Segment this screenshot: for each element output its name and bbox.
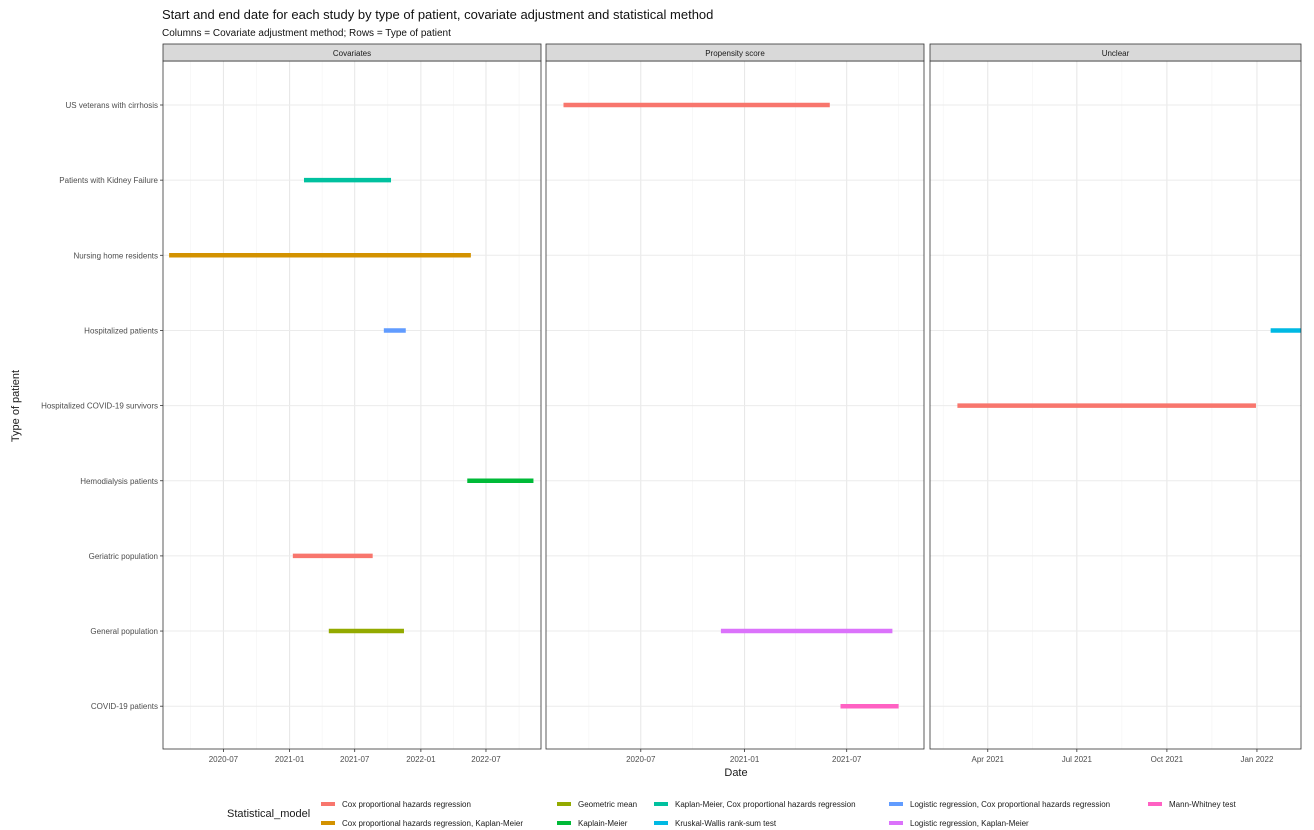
facet-strip-label: Propensity score (705, 49, 765, 58)
legend-item-logistic-regression-cox-proportional-hazards-regression: Logistic regression, Cox proportional ha… (889, 800, 1110, 809)
legend-item-geometric-mean: Geometric mean (557, 800, 637, 809)
x-tick-label: Jan 2022 (1240, 755, 1273, 764)
chart-title: Start and end date for each study by typ… (162, 7, 713, 22)
y-tick-label: Hospitalized COVID-19 survivors (41, 402, 158, 411)
x-tick-label: 2021-07 (340, 755, 370, 764)
legend-item-mann-whitney-test: Mann-Whitney test (1148, 800, 1236, 809)
facet-strip (545, 43, 925, 62)
facets-layer: 2020-07 2021-01 2021-07 2022-01 2022-07 Covar… (162, 43, 1302, 764)
panel-background (546, 61, 924, 749)
facet-panel-propensity-score: 2020-07 2021-01 2021-07 Propensity score (545, 43, 925, 764)
x-tick-label: Apr 2021 (972, 755, 1005, 764)
x-tick-label: 2022-07 (471, 755, 501, 764)
facet-strip (929, 43, 1302, 62)
x-tick-label: 2022-01 (406, 755, 436, 764)
y-tick-label: Nursing home residents (74, 251, 158, 260)
legend-label: Kruskal-Wallis rank-sum test (675, 819, 777, 828)
x-tick-label: 2020-07 (209, 755, 239, 764)
legend: Cox proportional hazards regression Cox p… (321, 800, 1236, 828)
legend-title: Statistical_model (227, 808, 310, 820)
legend-item-logistic-regression-kaplan-meier: Logistic regression, Kaplan-Meier (889, 819, 1029, 828)
legend-item-kaplain-meier: Kaplain-Meier (557, 819, 628, 828)
y-tick-label: US veterans with cirrhosis (66, 101, 158, 110)
x-tick-label: Jul 2021 (1062, 755, 1093, 764)
facet-strip (162, 43, 542, 62)
x-axis-label: Date (724, 767, 747, 779)
chart-subtitle: Columns = Covariate adjustment method; R… (162, 28, 451, 39)
legend-item-cox-proportional-hazards-regression-kaplan-meier: Cox proportional hazards regression, Kap… (321, 819, 523, 828)
x-tick-label: 2021-01 (730, 755, 760, 764)
legend-label: Kaplan-Meier, Cox proportional hazards r… (675, 800, 856, 809)
y-tick-label: General population (90, 627, 158, 636)
y-tick-label: Hospitalized patients (84, 326, 158, 335)
facet-strip-label: Unclear (1102, 49, 1130, 58)
legend-label: Mann-Whitney test (1169, 800, 1236, 809)
x-tick-label: 2021-07 (832, 755, 862, 764)
facet-strip-label: Covariates (333, 49, 371, 58)
legend-item-cox-proportional-hazards-regression: Cox proportional hazards regression (321, 800, 471, 809)
legend-item-kruskal-wallis-rank-sum-test: Kruskal-Wallis rank-sum test (654, 819, 777, 828)
facet-panel-covariates: 2020-07 2021-01 2021-07 2022-01 2022-07 Covar… (162, 43, 542, 764)
legend-label: Cox proportional hazards regression (342, 800, 471, 809)
legend-label: Kaplain-Meier (578, 819, 628, 828)
y-tick-label: Hemodialysis patients (80, 477, 158, 486)
legend-item-kaplan-meier-cox-proportional-hazards-regression: Kaplan-Meier, Cox proportional hazards r… (654, 800, 856, 809)
y-tick-label: COVID-19 patients (91, 702, 158, 711)
legend-label: Geometric mean (578, 800, 637, 809)
facet-panel-unclear: Apr 2021 Jul 2021 Oct 2021 Jan 2022 Unclear (929, 43, 1302, 764)
legend-label: Logistic regression, Kaplan-Meier (910, 819, 1029, 828)
x-tick-label: 2021-01 (275, 755, 305, 764)
legend-label: Cox proportional hazards regression, Kap… (342, 819, 523, 828)
y-tick-labels: US veterans with cirrhosis Patients with … (41, 101, 163, 711)
y-axis-label: Type of patient (10, 370, 22, 442)
x-tick-label: Oct 2021 (1151, 755, 1184, 764)
panel-background (163, 61, 541, 749)
legend-label: Logistic regression, Cox proportional ha… (910, 800, 1110, 809)
y-tick-label: Patients with Kidney Failure (59, 176, 158, 185)
x-tick-label: 2020-07 (626, 755, 656, 764)
y-tick-label: Geriatric population (89, 552, 158, 561)
